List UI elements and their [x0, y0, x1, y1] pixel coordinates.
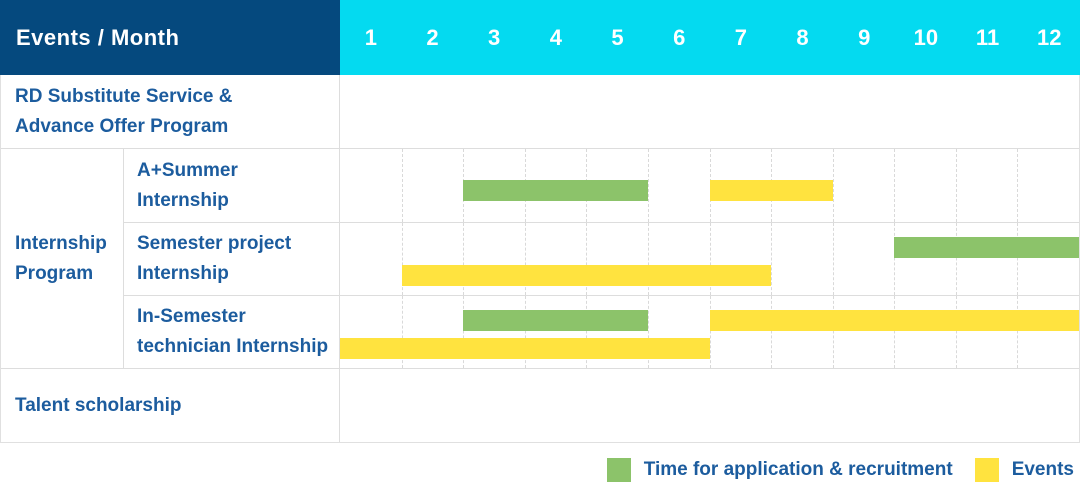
month-gridline [401, 223, 403, 295]
month-header-cell: 4 [549, 24, 562, 50]
row-label-line: In-Semester [137, 306, 246, 327]
row-band: RD Substitute Service & Advance Offer Pro… [1, 75, 1079, 148]
row-label-line: Advance Offer Program [15, 115, 229, 137]
month-gridline [463, 296, 465, 368]
month-gridline [401, 296, 403, 368]
gantt-bar-yellow [709, 180, 833, 201]
gantt-body: RD Substitute Service & Advance Offer Pro… [0, 75, 1080, 443]
month-gridline [832, 223, 834, 295]
gantt-bar-green [463, 310, 648, 331]
month-gridline [955, 296, 957, 368]
gantt-row: Talent scholarship [1, 369, 340, 442]
month-header-cell: 3 [488, 24, 501, 50]
legend: Time for application & recruitment Event… [0, 443, 1080, 494]
month-header-cell: 6 [673, 24, 686, 50]
month-gridline [1017, 296, 1019, 368]
gantt-row: Semester project Internship [124, 222, 1079, 295]
green-swatch-icon [606, 457, 631, 482]
month-header-cell: 1 [364, 24, 377, 50]
month-gridline [647, 296, 649, 368]
group-subrows: A+Summer Internship Semester project Intern… [124, 149, 1079, 368]
legend-item-application: Time for application & recruitment [606, 457, 953, 482]
yellow-swatch-icon [974, 457, 999, 482]
month-gridline [1017, 223, 1019, 295]
month-gridline [647, 223, 649, 295]
month-gridline [1017, 149, 1019, 222]
group-label-line: Internship [15, 232, 107, 254]
month-gridline [586, 296, 588, 368]
month-gridline [771, 223, 773, 295]
month-header-cell: 11 [975, 24, 1000, 50]
month-gridline [894, 296, 896, 368]
row-label-line: A+Summer [137, 159, 238, 181]
month-gridline [955, 149, 957, 222]
month-header-cell: 8 [796, 24, 809, 50]
month-header-cell: 9 [858, 24, 871, 50]
gantt-row: RD Substitute Service & Advance Offer Pro… [1, 75, 340, 148]
group-label-cell: Internship Program [1, 149, 124, 368]
gantt-bar-yellow [401, 265, 772, 286]
gantt-bar-green [463, 180, 648, 201]
month-gridline [586, 223, 588, 295]
table-header-row: Events / Month 1 2 3 4 5 6 7 8 9 10 11 12 [0, 0, 1080, 75]
month-gridline [771, 296, 773, 368]
legend-label-application: Time for application & recruitment [643, 458, 953, 480]
gantt-row: In-Semester technician Internship [124, 295, 1079, 368]
month-gridline [832, 296, 834, 368]
month-gridline [463, 223, 465, 295]
legend-label-events: Events [1011, 458, 1074, 480]
month-gridline [647, 149, 649, 222]
row-label-line: Semester project [137, 233, 292, 254]
legend-item-events: Events [974, 457, 1074, 482]
row-label-line: Internship [137, 263, 229, 284]
month-gridline [524, 296, 526, 368]
events-month-header: Events / Month [0, 0, 340, 75]
month-header-cell: 5 [611, 24, 624, 50]
row-group-band: Internship Program A+Summer Internship Semes… [1, 148, 1079, 368]
month-gridline [524, 223, 526, 295]
month-gridline [955, 223, 957, 295]
month-header-cell: 2 [426, 24, 439, 50]
row-label: In-Semester technician Internship [124, 296, 340, 368]
month-gridline [709, 296, 711, 368]
month-header-cell: 10 [913, 24, 939, 50]
gantt-bar-green [894, 237, 1079, 258]
row-label: RD Substitute Service & Advance Offer Pro… [1, 75, 340, 148]
month-header-cell: 12 [1036, 24, 1062, 50]
row-label: Talent scholarship [1, 369, 340, 442]
gantt-row: A+Summer Internship [124, 149, 1079, 222]
row-label-line: Talent scholarship [15, 394, 182, 416]
month-gridline [894, 223, 896, 295]
group-label-line: Program [15, 262, 94, 284]
month-gridline [709, 223, 711, 295]
row-label: A+Summer Internship [124, 149, 340, 222]
row-chart-area [340, 296, 1079, 368]
row-chart-area [340, 223, 1079, 295]
month-gridline [894, 149, 896, 222]
row-label-line: technician Internship [137, 336, 329, 357]
row-chart-area [340, 149, 1079, 222]
month-header-cell: 7 [734, 24, 747, 50]
month-gridline [832, 149, 834, 222]
row-label-line: Internship [137, 189, 229, 211]
row-label-line: RD Substitute Service & [15, 85, 233, 107]
month-gridline [401, 149, 403, 222]
month-header-cells: 1 2 3 4 5 6 7 8 9 10 11 12 [340, 0, 1080, 75]
row-band: Talent scholarship [1, 368, 1079, 442]
row-label: Semester project Internship [124, 223, 340, 295]
gantt-bar-yellow [709, 310, 1079, 331]
gantt-bar-yellow [340, 338, 710, 359]
